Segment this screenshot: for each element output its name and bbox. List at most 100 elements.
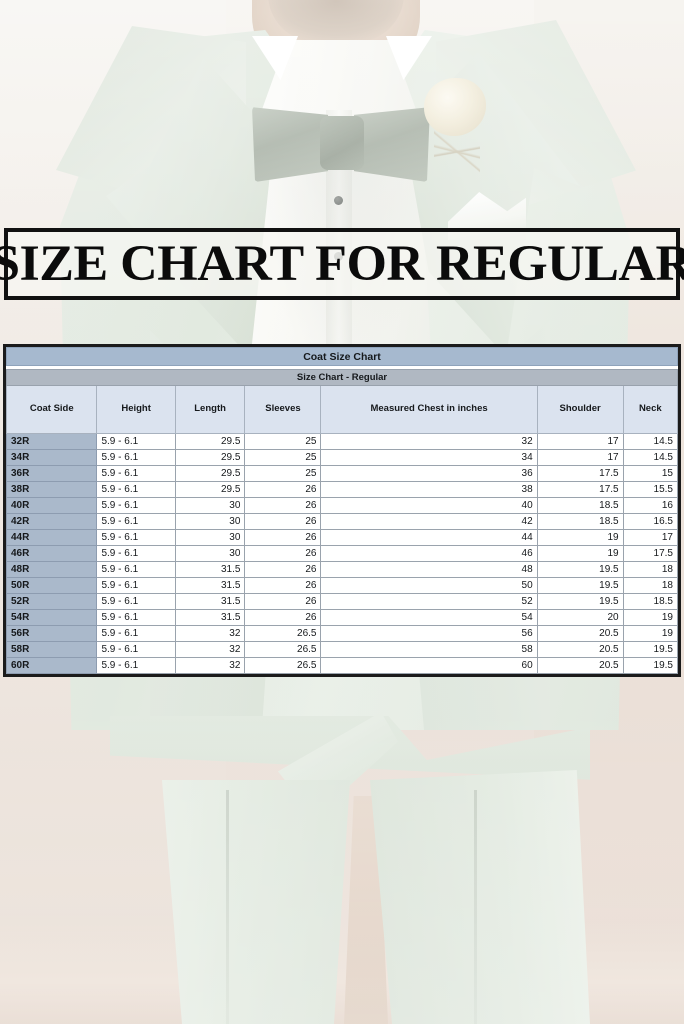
cell-coat-side: 36R [5, 465, 98, 482]
cell-sleeves: 26.5 [244, 625, 322, 642]
table-body: 32R 5.9 - 6.1 29.5 25 32 17 14.5 34R 5.9 - 6.1 29… [5, 433, 679, 674]
cell-neck: 19 [622, 609, 679, 626]
cell-measured-chest: 48 [320, 561, 538, 578]
cell-coat-side: 32R [5, 433, 98, 450]
cell-height: 5.9 - 6.1 [96, 609, 176, 626]
cell-coat-side: 44R [5, 529, 98, 546]
table-spacer-row [6, 365, 678, 370]
cell-neck: 18 [622, 577, 679, 594]
table-row: 32R 5.9 - 6.1 29.5 25 32 17 14.5 [5, 433, 679, 450]
cell-shoulder: 19.5 [536, 577, 624, 594]
cell-coat-side: 60R [5, 657, 98, 674]
cell-measured-chest: 46 [320, 545, 538, 562]
column-header-height: Height [96, 385, 176, 434]
cell-height: 5.9 - 6.1 [96, 593, 176, 610]
cell-neck: 19.5 [622, 641, 679, 658]
cell-measured-chest: 44 [320, 529, 538, 546]
cell-shoulder: 20 [536, 609, 624, 626]
cell-measured-chest: 52 [320, 593, 538, 610]
page-title: SIZE CHART FOR REGULAR [0, 235, 684, 292]
table-row: 56R 5.9 - 6.1 32 26.5 56 20.5 19 [5, 625, 679, 642]
cell-sleeves: 26.5 [244, 657, 322, 674]
cell-coat-side: 58R [5, 641, 98, 658]
table-row: 58R 5.9 - 6.1 32 26.5 58 20.5 19.5 [5, 641, 679, 658]
table-row: 50R 5.9 - 6.1 31.5 26 50 19.5 18 [5, 577, 679, 594]
cell-sleeves: 26 [244, 513, 322, 530]
cell-height: 5.9 - 6.1 [96, 433, 176, 450]
table-main-title-row: Coat Size Chart [6, 347, 678, 366]
cell-coat-side: 52R [5, 593, 98, 610]
cell-shoulder: 19 [536, 545, 624, 562]
cell-length: 30 [174, 545, 246, 562]
cell-sleeves: 26 [244, 609, 322, 626]
cell-height: 5.9 - 6.1 [96, 513, 176, 530]
cell-sleeves: 26 [244, 497, 322, 514]
trouser-crease-left [226, 790, 229, 1024]
cell-sleeves: 25 [244, 449, 322, 466]
cell-shoulder: 20.5 [536, 625, 624, 642]
cell-height: 5.9 - 6.1 [96, 641, 176, 658]
table-row: 38R 5.9 - 6.1 29.5 26 38 17.5 15.5 [5, 481, 679, 498]
table-row: 36R 5.9 - 6.1 29.5 25 36 17.5 15 [5, 465, 679, 482]
column-header-measured-chest: Measured Chest in inches [320, 385, 538, 434]
cell-length: 31.5 [174, 577, 246, 594]
cell-measured-chest: 36 [320, 465, 538, 482]
cell-sleeves: 25 [244, 433, 322, 450]
cell-measured-chest: 34 [320, 449, 538, 466]
cell-shoulder: 17.5 [536, 465, 624, 482]
cell-coat-side: 56R [5, 625, 98, 642]
cell-coat-side: 48R [5, 561, 98, 578]
cell-measured-chest: 58 [320, 641, 538, 658]
size-chart-table: Coat Size Chart Size Chart - Regular Coa… [5, 347, 679, 674]
cell-length: 31.5 [174, 609, 246, 626]
cell-sleeves: 26 [244, 481, 322, 498]
cell-height: 5.9 - 6.1 [96, 529, 176, 546]
cell-sleeves: 26 [244, 529, 322, 546]
cell-length: 29.5 [174, 449, 246, 466]
cell-height: 5.9 - 6.1 [96, 657, 176, 674]
cell-shoulder: 17.5 [536, 481, 624, 498]
cell-sleeves: 25 [244, 465, 322, 482]
cell-measured-chest: 38 [320, 481, 538, 498]
table-sub-title: Size Chart - Regular [6, 369, 678, 386]
cell-coat-side: 34R [5, 449, 98, 466]
cell-shoulder: 17 [536, 449, 624, 466]
cell-length: 30 [174, 497, 246, 514]
cell-sleeves: 26 [244, 577, 322, 594]
table-row: 52R 5.9 - 6.1 31.5 26 52 19.5 18.5 [5, 593, 679, 610]
cell-length: 32 [174, 641, 246, 658]
cell-length: 29.5 [174, 433, 246, 450]
cell-measured-chest: 42 [320, 513, 538, 530]
cell-measured-chest: 54 [320, 609, 538, 626]
cell-sleeves: 26 [244, 561, 322, 578]
bow-tie-left-wing [252, 107, 328, 182]
cell-coat-side: 38R [5, 481, 98, 498]
cell-neck: 14.5 [622, 449, 679, 466]
cell-sleeves: 26 [244, 593, 322, 610]
cell-coat-side: 54R [5, 609, 98, 626]
table-row: 46R 5.9 - 6.1 30 26 46 19 17.5 [5, 545, 679, 562]
cell-coat-side: 50R [5, 577, 98, 594]
cell-shoulder: 18.5 [536, 497, 624, 514]
cell-length: 31.5 [174, 561, 246, 578]
cell-neck: 17.5 [622, 545, 679, 562]
cell-length: 30 [174, 513, 246, 530]
column-header-neck: Neck [622, 385, 679, 434]
table-row: 60R 5.9 - 6.1 32 26.5 60 20.5 19.5 [5, 657, 679, 674]
trouser-crease-right [474, 790, 477, 1024]
column-header-length: Length [174, 385, 246, 434]
cell-sleeves: 26 [244, 545, 322, 562]
table-sub-title-row: Size Chart - Regular [6, 369, 678, 386]
size-chart-table-container: Coat Size Chart Size Chart - Regular Coa… [3, 344, 681, 677]
cell-height: 5.9 - 6.1 [96, 449, 176, 466]
cell-neck: 19.5 [622, 657, 679, 674]
cell-height: 5.9 - 6.1 [96, 625, 176, 642]
table-main-title: Coat Size Chart [6, 347, 678, 366]
cell-length: 29.5 [174, 465, 246, 482]
cell-length: 32 [174, 625, 246, 642]
cell-neck: 16 [622, 497, 679, 514]
cell-measured-chest: 60 [320, 657, 538, 674]
cell-measured-chest: 50 [320, 577, 538, 594]
cell-shoulder: 18.5 [536, 513, 624, 530]
